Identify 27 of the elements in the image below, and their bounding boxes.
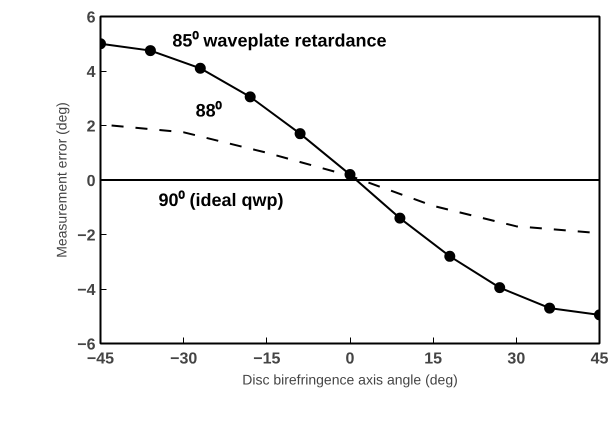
series-label: 88⁰: [196, 100, 223, 120]
y-tick-label: −4: [77, 282, 96, 299]
y-axis-title: Measurement error (deg): [53, 102, 70, 258]
point: [144, 45, 156, 56]
point: [444, 250, 456, 262]
x-axis-title: Disc birefringence axis angle (deg): [242, 372, 458, 388]
series-label: 85⁰ waveplate retardance: [172, 30, 387, 51]
x-tick-label: 15: [424, 350, 442, 368]
x-tick-label: −30: [170, 350, 198, 368]
series-label: 90⁰ (ideal qwp): [158, 190, 284, 210]
point: [244, 91, 256, 102]
x-tick-label: 0: [346, 350, 355, 368]
x-tick-label: 30: [507, 350, 526, 368]
point: [194, 62, 206, 74]
point: [494, 282, 506, 294]
x-tick-label: −15: [253, 350, 281, 368]
y-tick-label: 4: [86, 64, 96, 81]
y-tick-label: 2: [86, 118, 96, 136]
point: [294, 128, 306, 140]
y-tick-label: 6: [86, 10, 96, 26]
point: [394, 212, 406, 224]
point: [544, 302, 556, 314]
y-tick-label: −6: [77, 336, 96, 354]
x-tick-label: −45: [86, 350, 114, 368]
y-tick-label: −2: [77, 228, 96, 244]
y-tick-label: 0: [86, 173, 96, 190]
x-tick-label: 45: [590, 350, 608, 368]
